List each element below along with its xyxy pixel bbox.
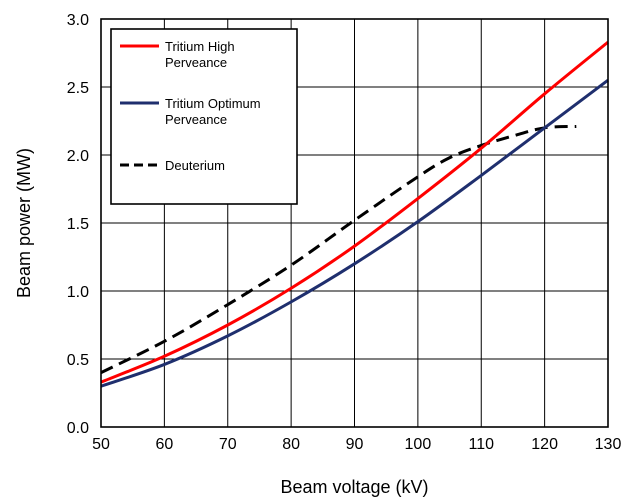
legend-label-tritium-high-2: Perveance xyxy=(165,55,227,70)
legend-label-tritium-optimum-1: Tritium Optimum xyxy=(165,96,261,111)
y-tick-label: 0.5 xyxy=(67,352,89,369)
series-line-tritium-optimum-perveance xyxy=(100,79,609,388)
y-tick-label: 0.0 xyxy=(67,420,89,437)
series-line-tritium-high-perveance xyxy=(100,40,609,384)
x-tick-labels: 50 60 70 80 90 100 110 120 130 xyxy=(92,436,621,453)
legend-label-tritium-high-1: Tritium High xyxy=(165,39,235,54)
legend: Tritium High Perveance Tritium Optimum P… xyxy=(110,28,298,205)
legend-box xyxy=(110,28,298,205)
x-tick-label: 130 xyxy=(595,436,622,453)
legend-label-tritium-optimum-2: Perveance xyxy=(165,112,227,127)
y-tick-label: 3.0 xyxy=(67,12,89,29)
series-line-deuterium xyxy=(100,124,577,374)
y-tick-label: 2.0 xyxy=(67,148,89,165)
x-tick-label: 120 xyxy=(531,436,558,453)
x-tick-label: 110 xyxy=(468,436,494,453)
x-tick-label: 80 xyxy=(282,436,300,453)
x-tick-label: 50 xyxy=(92,436,110,453)
x-tick-label: 60 xyxy=(155,436,173,453)
y-tick-labels: 0.0 0.5 1.0 1.5 2.0 2.5 3.0 xyxy=(67,12,89,437)
x-tick-label: 70 xyxy=(219,436,237,453)
plot-frame xyxy=(100,18,609,428)
x-tick-label: 100 xyxy=(405,436,432,453)
y-tick-label: 2.5 xyxy=(67,80,89,97)
y-axis-title: Beam power (MW) xyxy=(14,148,34,298)
x-axis-title: Beam voltage (kV) xyxy=(280,477,428,497)
y-tick-label: 1.5 xyxy=(67,216,89,233)
x-tick-label: 90 xyxy=(346,436,364,453)
legend-label-deuterium: Deuterium xyxy=(165,158,225,173)
y-tick-label: 1.0 xyxy=(67,284,89,301)
series-layer xyxy=(100,40,609,388)
